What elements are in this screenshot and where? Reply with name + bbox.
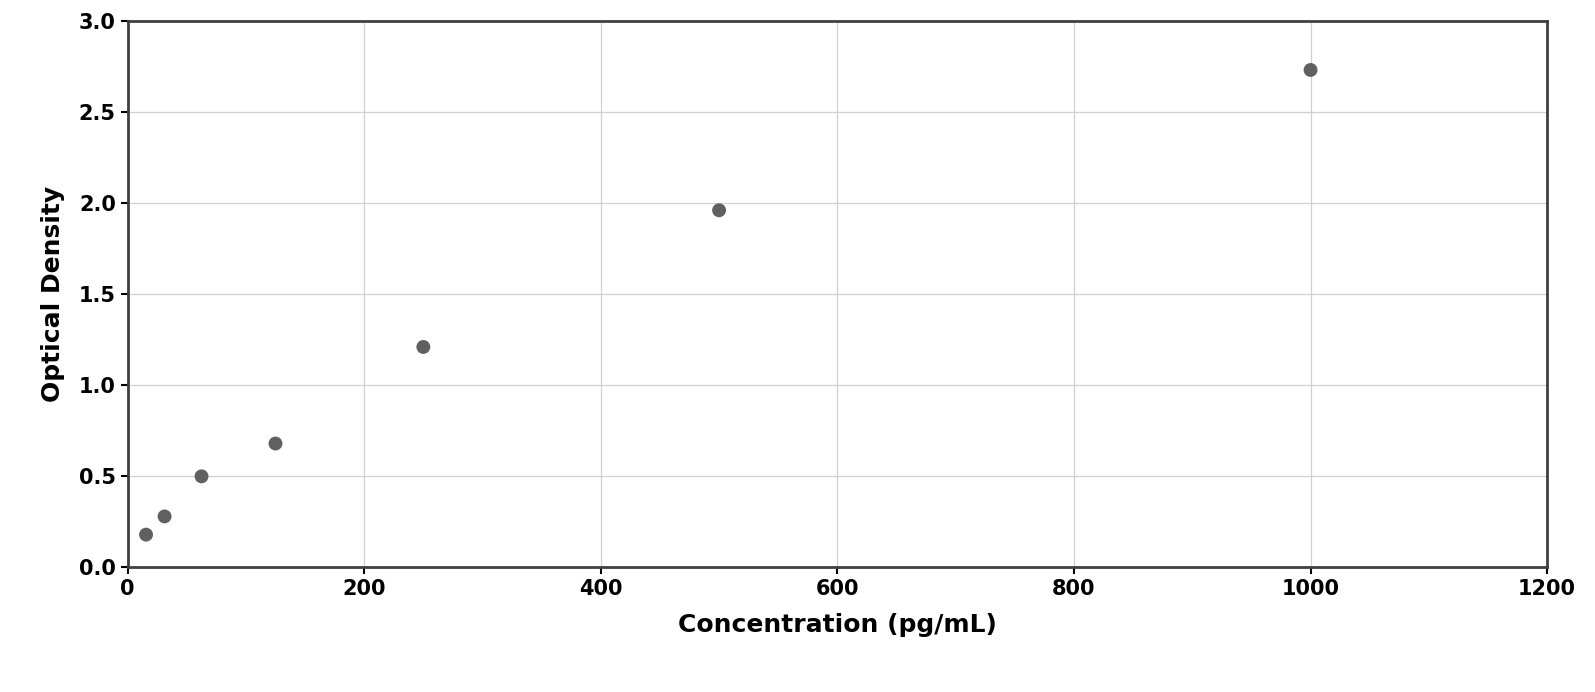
Point bbox=[1298, 64, 1324, 75]
Point bbox=[188, 471, 214, 482]
Y-axis label: Optical Density: Optical Density bbox=[41, 186, 65, 402]
Point bbox=[152, 511, 177, 522]
X-axis label: Concentration (pg/mL): Concentration (pg/mL) bbox=[678, 613, 997, 637]
Point bbox=[410, 341, 435, 352]
Point bbox=[263, 438, 289, 449]
Point bbox=[134, 529, 160, 540]
Point bbox=[707, 205, 732, 216]
